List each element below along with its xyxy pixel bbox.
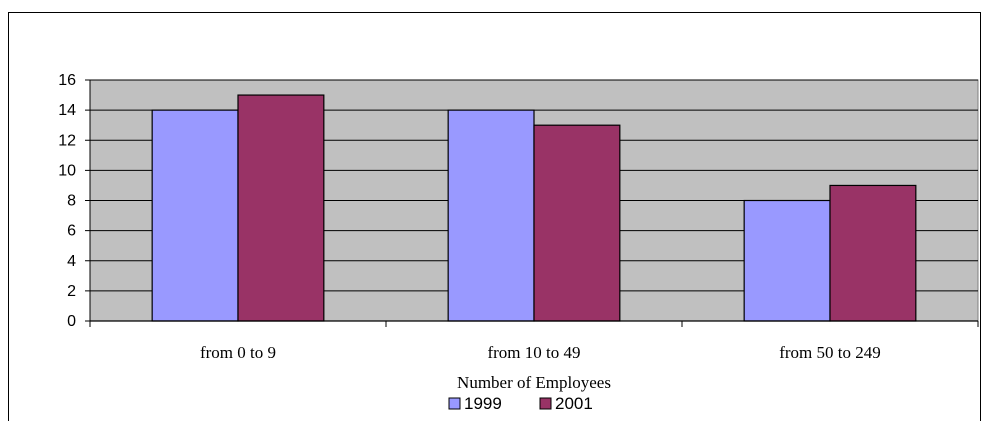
y-tick-label: 14 [58, 102, 76, 119]
bar-1999 [447, 109, 535, 322]
y-axis: 0 2 4 6 8 10 12 14 16 [58, 72, 91, 330]
x-axis-title: Number of Employees [457, 373, 611, 392]
y-tick-label: 2 [67, 283, 76, 300]
legend-swatch-1999 [448, 397, 461, 410]
bar-2001 [533, 124, 621, 322]
bar-1999 [151, 109, 239, 322]
y-tick-label: 12 [58, 132, 76, 149]
x-axis: from 0 to 9 from 10 to 49 from 50 to 249 [89, 320, 979, 362]
y-tick-label: 6 [67, 223, 76, 240]
y-tick-label: 8 [67, 193, 76, 210]
bar-1999 [743, 199, 831, 322]
y-tick-label: 0 [67, 313, 76, 330]
bar-2001 [237, 94, 325, 322]
y-tick-label: 10 [58, 162, 76, 179]
legend: 1999 2001 [448, 394, 593, 413]
legend-label-2001: 2001 [555, 394, 593, 413]
bars [151, 94, 917, 322]
legend-label-1999: 1999 [464, 394, 502, 413]
legend-swatch-2001 [539, 397, 552, 410]
y-tick-label: 4 [67, 253, 76, 270]
x-tick-label: from 10 to 49 [487, 343, 580, 362]
y-tick-label: 16 [58, 72, 76, 89]
x-tick-label: from 0 to 9 [200, 343, 276, 362]
x-tick-label: from 50 to 249 [779, 343, 881, 362]
bar-2001 [829, 184, 917, 322]
